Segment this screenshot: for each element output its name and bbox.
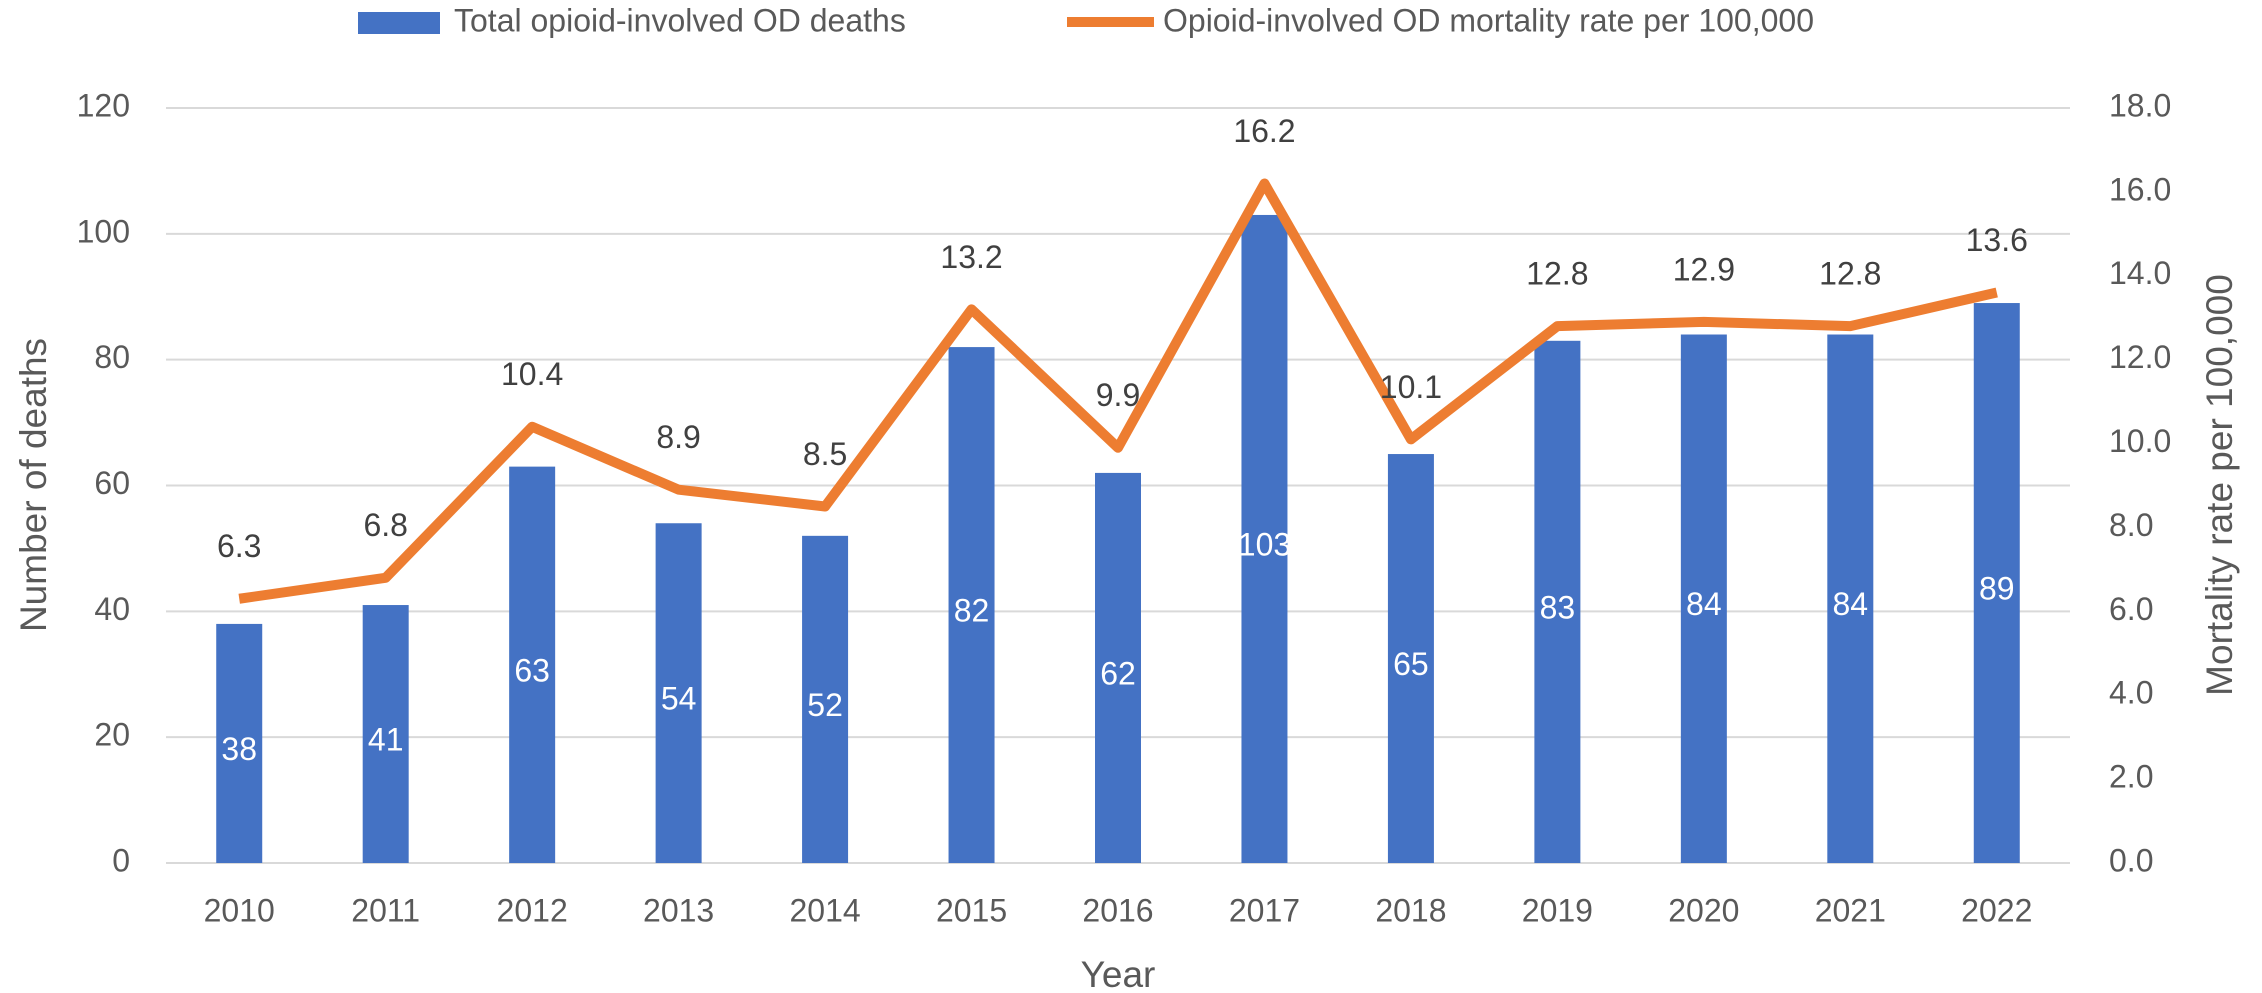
bar <box>509 466 556 863</box>
bar <box>655 523 702 863</box>
y-tick-label: 80 <box>94 339 130 375</box>
bar <box>362 605 409 863</box>
bar <box>216 623 263 863</box>
x-tick-label: 2020 <box>1668 892 1739 928</box>
y-tick-label: 120 <box>77 87 130 123</box>
bar-value-label: 54 <box>661 681 697 717</box>
line-value-label: 6.8 <box>363 507 407 543</box>
bar-value-label: 63 <box>514 652 550 688</box>
y2-tick-label: 14.0 <box>2109 255 2171 291</box>
y-tick-label: 100 <box>77 213 130 249</box>
bar <box>948 347 995 863</box>
bar <box>1534 340 1581 864</box>
bar-value-label: 84 <box>1833 586 1869 622</box>
bar <box>1680 334 1727 863</box>
legend-label: Opioid-involved OD mortality rate per 10… <box>1163 2 1814 38</box>
line-value-label: 12.8 <box>1819 256 1881 292</box>
line-value-label: 8.9 <box>656 419 700 455</box>
bar-value-label: 41 <box>368 721 404 757</box>
legend-label: Total opioid-involved OD deaths <box>454 2 906 38</box>
y2-tick-label: 18.0 <box>2109 87 2171 123</box>
x-tick-label: 2014 <box>789 892 860 928</box>
bar-value-label: 38 <box>221 731 257 767</box>
y2-tick-label: 10.0 <box>2109 423 2171 459</box>
bar-value-label: 89 <box>1979 570 2015 606</box>
y2-tick-label: 4.0 <box>2109 675 2153 711</box>
bar <box>1827 334 1874 863</box>
line-value-label: 6.3 <box>217 528 261 564</box>
x-tick-label: 2018 <box>1375 892 1446 928</box>
x-tick-label: 2010 <box>204 892 275 928</box>
y-tick-label: 20 <box>94 717 130 753</box>
x-tick-label: 2022 <box>1961 892 2032 928</box>
x-tick-label: 2017 <box>1229 892 1300 928</box>
x-tick-label: 2021 <box>1815 892 1886 928</box>
line-value-label: 16.2 <box>1233 113 1295 149</box>
y-tick-label: 60 <box>94 465 130 501</box>
line-value-label: 13.6 <box>1966 222 2028 258</box>
line-value-label: 9.9 <box>1096 377 1140 413</box>
x-tick-label: 2016 <box>1082 892 1153 928</box>
legend-swatch <box>358 12 440 34</box>
line-value-label: 13.2 <box>940 239 1002 275</box>
y2-tick-label: 12.0 <box>2109 339 2171 375</box>
bar <box>1095 472 1141 863</box>
bar-value-label: 103 <box>1238 526 1291 562</box>
line-value-label: 10.4 <box>501 356 563 392</box>
x-tick-label: 2012 <box>497 892 568 928</box>
bar <box>1973 303 2020 864</box>
y-axis-title: Number of deaths <box>13 338 54 632</box>
line-value-label: 12.9 <box>1673 251 1735 287</box>
line-value-label: 10.1 <box>1380 369 1442 405</box>
x-tick-label: 2019 <box>1522 892 1593 928</box>
line-value-label: 8.5 <box>803 436 847 472</box>
bar-value-label: 52 <box>807 687 843 723</box>
y-tick-label: 40 <box>94 591 130 627</box>
y2-axis-title: Mortality rate per 100,000 <box>2199 274 2240 696</box>
x-tick-label: 2015 <box>936 892 1007 928</box>
y2-tick-label: 16.0 <box>2109 171 2171 207</box>
bar <box>802 535 849 863</box>
y-tick-label: 0 <box>112 842 130 878</box>
bar-value-label: 65 <box>1393 646 1429 682</box>
line <box>238 178 1998 604</box>
bar-value-label: 83 <box>1540 589 1576 625</box>
y2-tick-label: 2.0 <box>2109 759 2153 795</box>
bar-value-label: 62 <box>1100 655 1136 691</box>
x-tick-label: 2011 <box>351 892 420 928</box>
y2-tick-label: 6.0 <box>2109 591 2153 627</box>
bar-value-label: 84 <box>1686 586 1722 622</box>
bar-value-label: 82 <box>954 592 990 628</box>
y2-tick-label: 8.0 <box>2109 507 2153 543</box>
line-value-label: 12.8 <box>1526 256 1588 292</box>
bar <box>1387 454 1434 863</box>
x-axis-title: Year <box>1081 954 1156 993</box>
bar <box>1241 214 1288 864</box>
y2-tick-label: 0.0 <box>2109 842 2153 878</box>
x-tick-label: 2013 <box>643 892 714 928</box>
